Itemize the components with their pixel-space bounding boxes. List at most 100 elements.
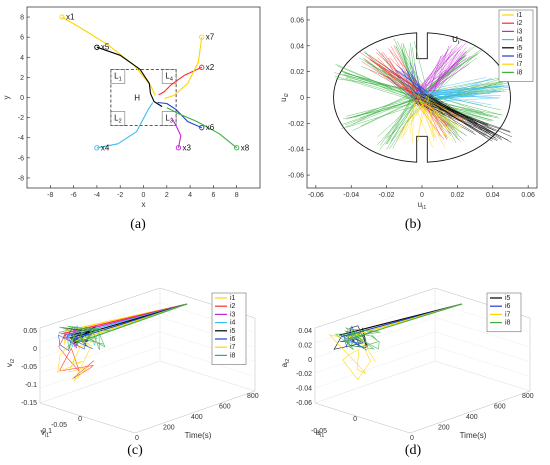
x-tick-label-a: 6 (211, 192, 215, 199)
box-edge-2 (39, 402, 136, 434)
agent-label: x7 (206, 33, 215, 42)
control-trace (389, 49, 417, 94)
legend-entry-b: i5 (517, 45, 523, 52)
agent-label: x1 (66, 13, 75, 22)
x-tick-label-b: -0.06 (308, 192, 324, 199)
control-trace (430, 100, 489, 125)
control-trace (423, 93, 483, 106)
x-tick-label-b: 0.06 (521, 192, 535, 199)
x-axis-label-b: ui1 (418, 200, 427, 211)
transient-i2 (58, 333, 95, 380)
grid-line-3 (434, 331, 531, 363)
depth-axis-label-2: vi1 (41, 428, 49, 439)
box-edge-3 (409, 390, 531, 434)
control-trace (341, 94, 426, 129)
control-trace (408, 48, 414, 98)
y-tick-label-a: 6 (20, 35, 24, 42)
figure-c: 0.05 0 -0.05 -0.1 -0.15 0 -0.05 -0.1 0 200 400 600 8… (0, 233, 275, 465)
grid-line-3 (314, 346, 436, 389)
vertical-tick-label-3: 0 (308, 357, 312, 364)
control-trace (396, 69, 428, 93)
control-trace (421, 92, 512, 143)
time-axis-label-2: Time(s) (185, 431, 212, 440)
y-tick-label-b: 0 (300, 95, 304, 102)
y-tick-label-a: 0 (20, 95, 24, 102)
control-trace (400, 76, 426, 104)
depth-axis-label-3: ai1 (316, 428, 325, 439)
legend-entry-2: i8 (230, 352, 236, 359)
y-tick-label-a: -6 (18, 155, 24, 162)
transient-i8 (334, 327, 381, 350)
legend-entry-b: i6 (517, 53, 523, 60)
region-label-b: Ui (452, 35, 459, 46)
control-trace (382, 70, 416, 94)
transient-i7 (328, 333, 376, 381)
subregion-box (110, 111, 126, 126)
control-trace (402, 95, 419, 138)
time-tick-label-3: 0 (410, 435, 414, 442)
agent-label: x8 (241, 143, 250, 152)
control-trace (401, 70, 430, 101)
x-tick-label-b: -0.04 (343, 192, 359, 199)
time-tick-label-2: 400 (191, 414, 203, 421)
caption-d: (d) (404, 443, 422, 458)
control-bundle-i6 (386, 62, 430, 104)
target-region-box (110, 68, 177, 127)
trajectory-group-i8 (334, 303, 463, 350)
chart-d-svg: 0.04 0.02 0 -0.02 -0.04 -0.06 0 -0.05 0 200 400 600… (280, 287, 534, 442)
subregion-label: L1 (114, 71, 122, 82)
legend-box-3 (486, 292, 522, 333)
legend-entry-2: i5 (230, 328, 236, 335)
trajectory-group-i8 (59, 303, 188, 351)
control-trace (360, 97, 422, 127)
trajectory-x7 (164, 37, 203, 100)
grid-line-2 (39, 331, 161, 374)
grid-line-2 (159, 346, 256, 377)
control-trace (363, 58, 415, 98)
control-trace (414, 95, 458, 130)
control-trace (409, 62, 423, 98)
control-trace (389, 102, 421, 150)
box-edge-3 (434, 360, 531, 392)
control-trace (381, 72, 417, 97)
control-trace (417, 103, 463, 128)
chart-c-svg: 0.050-0.05-0.1-0.150-0.05-0.102004006008… (5, 287, 259, 442)
time-tick-label-2: 200 (163, 425, 175, 432)
agent-label: x5 (101, 43, 110, 52)
start-marker-x3 (175, 145, 182, 151)
grid-line-3 (314, 331, 436, 374)
control-trace (354, 93, 418, 118)
vertical-tick-label-2: -0.05 (21, 364, 37, 371)
control-trace (397, 101, 428, 137)
control-trace (391, 99, 419, 141)
trajectory-x3 (171, 117, 182, 148)
legend-entry-b: i7 (517, 61, 523, 68)
x-tick-label-a: 2 (165, 192, 169, 199)
grid-line-3 (314, 302, 436, 344)
grid-line-3 (434, 316, 531, 348)
time-tick-label-3: 400 (466, 414, 478, 421)
vertical-tick-label-3: -0.06 (296, 400, 312, 407)
grid-line-2 (39, 316, 161, 359)
y-tick-label-a: -4 (18, 135, 24, 142)
legend-entry-2: i2 (230, 303, 236, 310)
legend-entry-2: i4 (230, 320, 236, 327)
start-marker-x1 (59, 14, 65, 20)
start-marker-x6 (199, 125, 205, 131)
control-trace (413, 92, 468, 121)
subregion-box (110, 69, 126, 84)
control-trace (416, 100, 440, 137)
vertical-tick-label-2: 0 (33, 346, 37, 353)
control-trace (398, 102, 426, 133)
control-bundle-i7 (397, 91, 468, 149)
trajectory-i8 (347, 303, 463, 340)
vertical-tick-label-2: -0.15 (21, 400, 37, 407)
control-trace (381, 52, 415, 103)
x-tick-label-a: -6 (70, 192, 76, 199)
caption-c: (c) (127, 443, 143, 458)
x-tick-label-a: 4 (188, 192, 192, 199)
legend-box-2 (211, 292, 247, 365)
control-trace (419, 49, 484, 95)
y-tick-label-a: -8 (18, 175, 24, 182)
